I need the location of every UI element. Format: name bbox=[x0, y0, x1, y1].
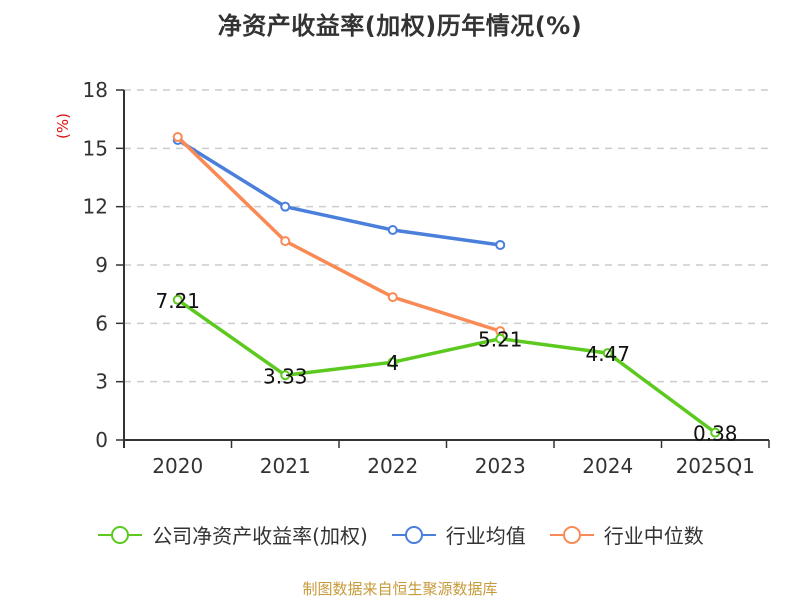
data-point-company[interactable] bbox=[710, 427, 721, 438]
data-label: 7.21 bbox=[155, 289, 200, 313]
legend-label: 行业均值 bbox=[445, 524, 526, 548]
legend-marker-icon bbox=[391, 525, 436, 544]
data-point-industry_median[interactable] bbox=[172, 132, 183, 143]
axes: 0 3 6 9 12 15 18 (%) 2020 2021 2022 2023 2024 2025Q1 bbox=[54, 78, 770, 478]
legend: 公司净资产收益率(加权) 行业均值 行业中位数 bbox=[0, 520, 800, 549]
y-tick-label: 6 bbox=[95, 311, 108, 335]
grid-lines bbox=[124, 89, 769, 383]
x-tick-label: 2023 bbox=[475, 454, 526, 478]
data-label: 4 bbox=[386, 351, 399, 375]
legend-marker-icon bbox=[549, 525, 594, 544]
legend-marker-icon bbox=[98, 525, 143, 544]
y-tick-label: 15 bbox=[83, 136, 108, 160]
y-tick-label: 18 bbox=[83, 78, 108, 102]
y-tick-label: 9 bbox=[95, 253, 108, 277]
data-point-industry_median[interactable] bbox=[280, 236, 291, 247]
data-point-industry_avg[interactable] bbox=[280, 201, 291, 212]
y-axis-label: (%) bbox=[54, 113, 72, 139]
data-point-industry_avg[interactable] bbox=[387, 225, 398, 235]
series-line-industry_avg bbox=[176, 138, 501, 247]
data-point-company[interactable] bbox=[280, 370, 291, 381]
legend-item-company[interactable]: 公司净资产收益率(加权) bbox=[96, 520, 368, 549]
legend-label: 公司净资产收益率(加权) bbox=[152, 524, 368, 548]
series bbox=[172, 132, 721, 438]
data-source-footer: 制图数据来自恒生聚源数据库 bbox=[302, 580, 498, 598]
data-point-company[interactable] bbox=[495, 333, 506, 344]
x-tick-label: 2021 bbox=[260, 454, 311, 478]
x-tick-label: 2024 bbox=[582, 454, 633, 478]
x-tick-label: 2022 bbox=[367, 454, 418, 478]
y-tick-label: 3 bbox=[95, 370, 108, 394]
data-point-company[interactable] bbox=[602, 348, 613, 359]
data-point-industry_median[interactable] bbox=[387, 292, 398, 303]
legend-item-industry-median[interactable]: 行业中位数 bbox=[548, 520, 704, 549]
y-tick-label: 0 bbox=[95, 428, 108, 452]
series-line-industry_median bbox=[176, 135, 501, 333]
series-line-company bbox=[176, 298, 717, 435]
y-tick-label: 12 bbox=[83, 195, 108, 219]
x-tick-label: 2020 bbox=[152, 454, 203, 478]
data-label: 5.21 bbox=[478, 328, 523, 352]
x-tick-label: 2025Q1 bbox=[676, 454, 755, 478]
data-label: 4.47 bbox=[585, 342, 630, 366]
legend-label: 行业中位数 bbox=[603, 524, 704, 548]
data-point-company[interactable] bbox=[387, 357, 398, 368]
legend-item-industry-avg[interactable]: 行业均值 bbox=[390, 520, 526, 549]
data-point-industry_avg[interactable] bbox=[495, 239, 506, 250]
chart-title: 净资产收益率(加权)历年情况(%) bbox=[217, 12, 583, 40]
data-point-company[interactable] bbox=[172, 294, 183, 305]
data-label: 0.38 bbox=[693, 422, 738, 446]
data-labels: 7.21 3.33 4 5.21 4.47 0.38 bbox=[155, 289, 737, 446]
data-label: 3.33 bbox=[263, 364, 308, 388]
